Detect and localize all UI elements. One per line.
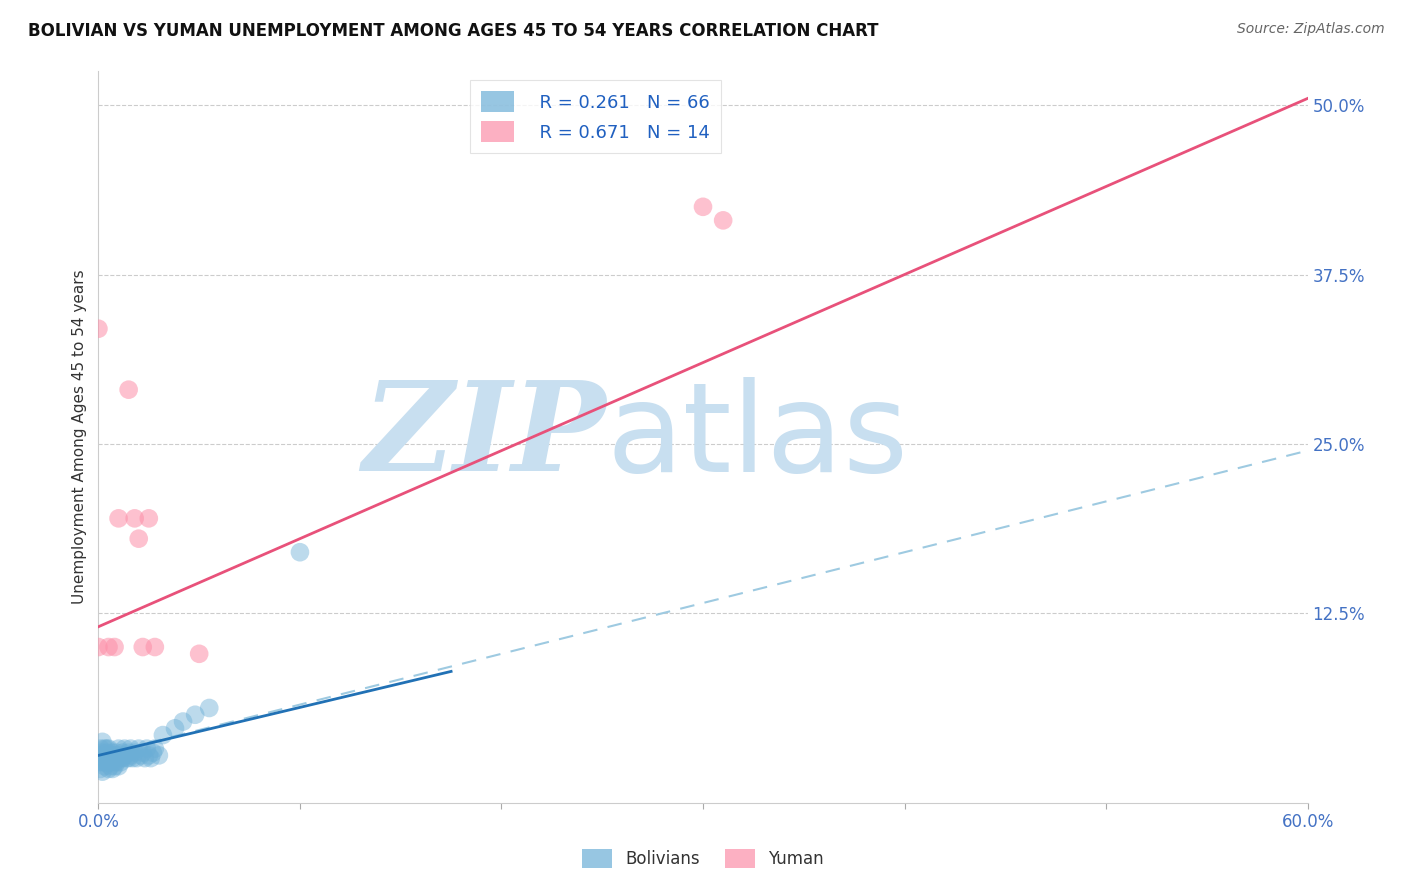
Point — [107, 748, 129, 763]
Point — [105, 746, 128, 760]
Point — [107, 511, 129, 525]
Point — [138, 511, 160, 525]
Point — [138, 748, 160, 763]
Point — [89, 741, 111, 756]
Point — [118, 751, 141, 765]
Point — [121, 751, 143, 765]
Point — [89, 762, 111, 776]
Point — [96, 751, 118, 765]
Point — [103, 748, 125, 763]
Point — [103, 759, 125, 773]
Point — [188, 647, 211, 661]
Point — [143, 640, 166, 654]
Point — [711, 213, 734, 227]
Point — [97, 640, 120, 654]
Point — [128, 741, 150, 756]
Point — [124, 511, 146, 525]
Point — [110, 751, 132, 765]
Point — [101, 746, 124, 760]
Point — [91, 755, 114, 769]
Point — [118, 746, 141, 760]
Point — [134, 751, 156, 765]
Point — [184, 707, 207, 722]
Point — [142, 746, 165, 760]
Point — [148, 748, 170, 763]
Point — [100, 755, 122, 769]
Point — [100, 748, 122, 763]
Point — [101, 762, 124, 776]
Point — [143, 741, 166, 756]
Point — [93, 748, 115, 763]
Point — [114, 748, 136, 763]
Point — [114, 741, 136, 756]
Point — [139, 751, 162, 765]
Point — [97, 755, 120, 769]
Point — [132, 640, 155, 654]
Point — [93, 759, 115, 773]
Text: ZIP: ZIP — [363, 376, 606, 498]
Point — [97, 741, 120, 756]
Text: atlas: atlas — [606, 376, 908, 498]
Point — [87, 640, 110, 654]
Point — [118, 383, 141, 397]
Point — [101, 751, 124, 765]
Point — [103, 755, 125, 769]
Point — [128, 532, 150, 546]
Point — [105, 755, 128, 769]
Point — [120, 741, 142, 756]
Text: Source: ZipAtlas.com: Source: ZipAtlas.com — [1237, 22, 1385, 37]
Point — [91, 764, 114, 779]
Point — [91, 746, 114, 760]
Point — [692, 200, 714, 214]
Point — [132, 746, 155, 760]
Point — [198, 701, 221, 715]
Point — [152, 728, 174, 742]
Point — [163, 721, 186, 735]
Point — [172, 714, 194, 729]
Point — [87, 755, 110, 769]
Point — [100, 759, 122, 773]
Point — [87, 748, 110, 763]
Point — [96, 746, 118, 760]
Point — [107, 759, 129, 773]
Point — [91, 735, 114, 749]
Point — [135, 741, 157, 756]
Point — [107, 741, 129, 756]
Point — [96, 741, 118, 756]
Point — [103, 640, 125, 654]
Point — [125, 751, 148, 765]
Point — [89, 751, 111, 765]
Text: BOLIVIAN VS YUMAN UNEMPLOYMENT AMONG AGES 45 TO 54 YEARS CORRELATION CHART: BOLIVIAN VS YUMAN UNEMPLOYMENT AMONG AGE… — [28, 22, 879, 40]
Point — [288, 545, 311, 559]
Point — [93, 755, 115, 769]
Point — [105, 751, 128, 765]
Point — [96, 755, 118, 769]
Point — [97, 748, 120, 763]
Point — [93, 741, 115, 756]
Point — [129, 748, 152, 763]
Point — [87, 322, 110, 336]
Point — [124, 746, 146, 760]
Point — [111, 751, 134, 765]
Point — [111, 746, 134, 760]
Y-axis label: Unemployment Among Ages 45 to 54 years: Unemployment Among Ages 45 to 54 years — [72, 269, 87, 605]
Legend: Bolivians, Yuman: Bolivians, Yuman — [575, 842, 831, 875]
Point — [115, 751, 138, 765]
Point — [120, 748, 142, 763]
Point — [97, 762, 120, 776]
Point — [110, 755, 132, 769]
